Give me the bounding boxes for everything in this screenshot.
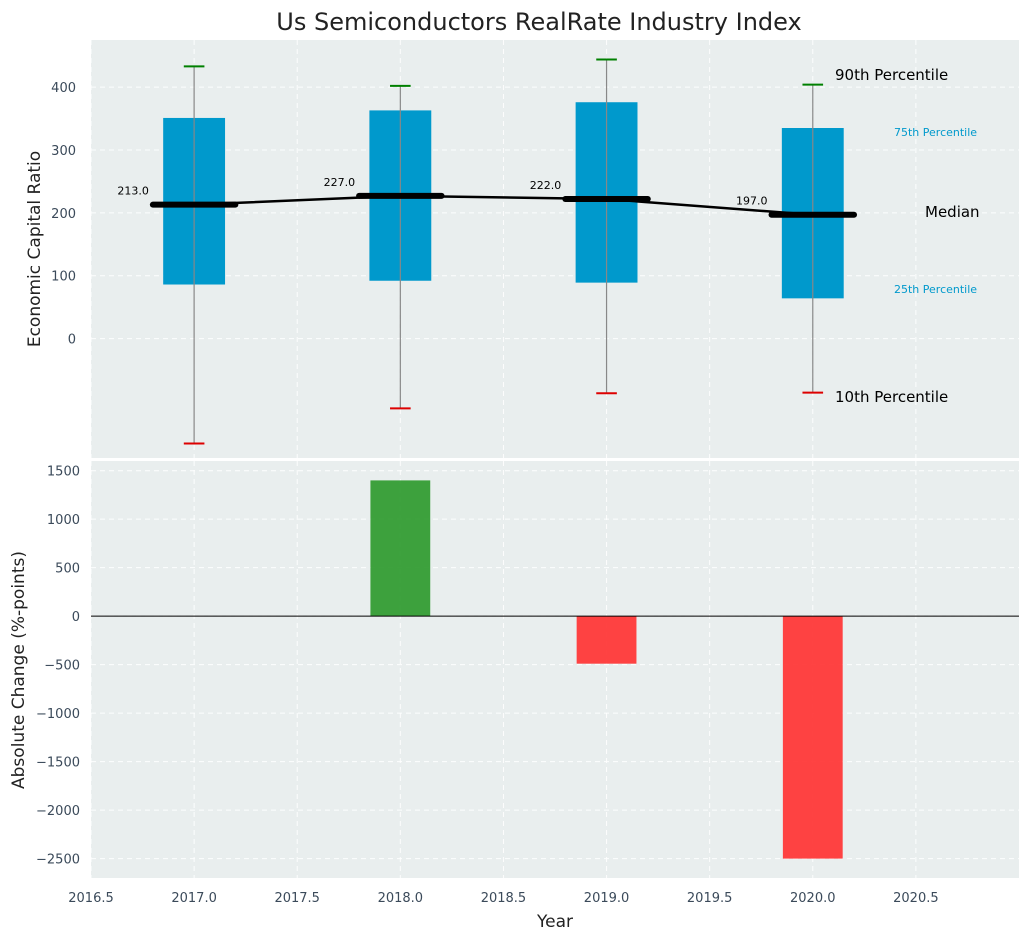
median-value-label: 213.0 [117, 185, 149, 198]
change-bar [370, 480, 431, 617]
median-value-label: 197.0 [736, 195, 768, 208]
change-bar [576, 616, 637, 664]
bottom-y-tick-label: 1000 [47, 513, 80, 528]
bottom-y-tick-label: 0 [72, 610, 80, 625]
bottom-y-tick-label: 500 [55, 562, 80, 577]
bottom-y-tick-label: −1000 [36, 707, 80, 722]
top-plot-background [91, 40, 1019, 458]
median-value-label: 227.0 [324, 176, 356, 189]
annotation-median: Median [925, 203, 980, 221]
x-tick-label: 2019.5 [687, 891, 733, 906]
bottom-plot-background [91, 461, 1019, 878]
top-y-tick-label: 0 [68, 333, 76, 348]
bottom-y-tick-label: −2500 [36, 853, 80, 868]
bottom-y-tick-label: 1500 [47, 465, 80, 480]
bottom-grid [90, 461, 1019, 878]
bottom-y-tick-label: −2000 [36, 804, 80, 819]
x-tick-label: 2017.5 [274, 891, 320, 906]
chart-title: Us Semiconductors RealRate Industry Inde… [276, 8, 801, 36]
annotation-p25: 25th Percentile [894, 283, 977, 296]
top-y-tick-label: 300 [51, 144, 76, 159]
bar-marks [91, 480, 1019, 859]
bottom-y-ticks: −2500 −2000 −1500 −1000 −500 0 500 1000 1500 [36, 465, 80, 868]
x-tick-label: 2019.0 [584, 891, 630, 906]
annotation-p10: 10th Percentile [835, 388, 948, 406]
top-y-axis-label: Economic Capital Ratio [25, 151, 45, 347]
top-y-tick-label: 100 [51, 270, 76, 285]
median-value-label: 222.0 [530, 179, 562, 192]
annotation-p75: 75th Percentile [894, 126, 977, 139]
x-tick-label: 2020.0 [790, 891, 836, 906]
percentile-annotations: 90th Percentile 75th Percentile Median 2… [835, 66, 980, 406]
top-y-tick-label: 200 [51, 207, 76, 222]
top-y-ticks: 0 100 200 300 400 [51, 81, 76, 347]
x-tick-label: 2017.0 [171, 891, 217, 906]
change-bar [782, 616, 843, 859]
bottom-y-tick-label: −500 [44, 659, 80, 674]
median-trend-line [194, 194, 813, 216]
x-tick-label: 2018.5 [481, 891, 527, 906]
x-ticks: 2016.5 2017.0 2017.5 2018.0 2018.5 2019.0 2019… [68, 891, 938, 906]
x-tick-label: 2016.5 [68, 891, 114, 906]
top-y-tick-label: 400 [51, 81, 76, 96]
x-axis-label: Year [536, 912, 573, 932]
bottom-y-tick-label: −1500 [36, 756, 80, 771]
annotation-p90: 90th Percentile [835, 66, 948, 84]
bottom-y-axis-label: Absolute Change (%-points) [9, 551, 29, 789]
x-tick-label: 2018.0 [378, 891, 424, 906]
x-tick-label: 2020.5 [893, 891, 939, 906]
box-plot-marks: 213.0 227.0 222.0 197.0 [117, 58, 858, 445]
